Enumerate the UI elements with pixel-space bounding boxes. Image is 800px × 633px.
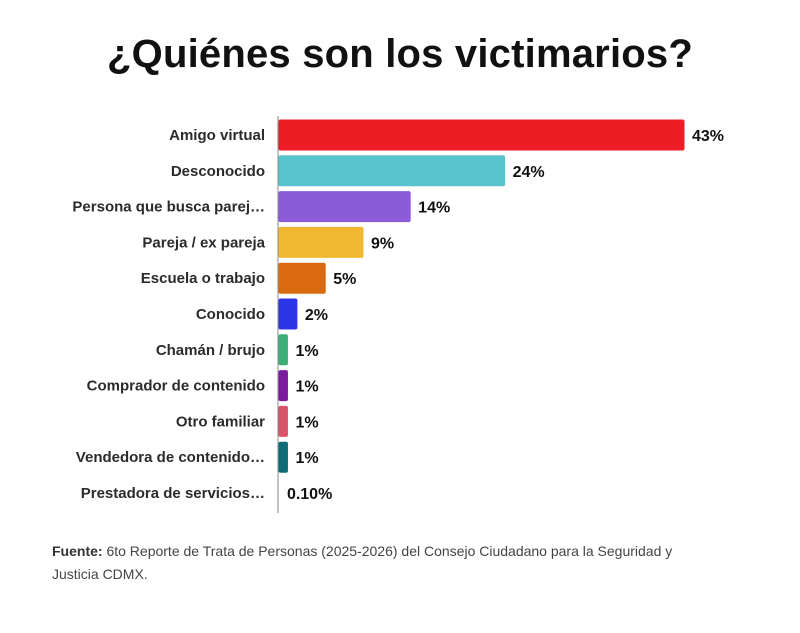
bar-vendedora-de-contenido [278,441,288,473]
category-label-amigo-virtual: Amigo virtual [169,127,265,144]
bar-persona-que-busca-parej [278,191,411,223]
bar-escuela-o-trabajo [278,262,326,294]
category-label-prestadora-de-servicios: Prestadora de servicios… [81,485,265,502]
value-label-conocido: 2% [305,307,328,324]
bar-conocido [278,298,298,330]
value-label-comprador-de-contenido: 1% [295,379,318,396]
source-note: Fuente: 6to Reporte de Trata de Personas… [52,540,712,586]
category-label-escuela-o-trabajo: Escuela o trabajo [141,270,265,287]
category-label-pareja-ex-pareja: Pareja / ex pareja [142,234,265,251]
chart-title: ¿Quiénes son los victimarios? [107,32,693,76]
category-label-otro-familiar: Otro familiar [176,413,265,430]
bar-pareja-ex-pareja [278,226,364,258]
value-label-pareja-ex-pareja: 9% [371,235,394,252]
value-label-desconocido: 24% [513,164,545,181]
category-label-persona-que-busca-parej: Persona que busca parej… [72,199,265,216]
value-label-otro-familiar: 1% [295,414,318,431]
bar-amigo-virtual [278,119,685,151]
source-label: Fuente: [52,543,103,559]
bar-desconocido [278,155,506,187]
value-label-escuela-o-trabajo: 5% [333,271,356,288]
bar-chaman-brujo [278,334,288,366]
source-text: 6to Reporte de Trata de Personas (2025-2… [52,543,673,582]
category-label-conocido: Conocido [196,306,265,323]
value-label-vendedora-de-contenido: 1% [295,450,318,467]
bar-comprador-de-contenido [278,370,288,402]
value-label-persona-que-busca-parej: 14% [418,200,450,217]
value-label-chaman-brujo: 1% [295,343,318,360]
category-label-chaman-brujo: Chamán / brujo [156,342,265,359]
category-label-vendedora-de-contenido: Vendedora de contenido… [76,449,265,466]
value-label-amigo-virtual: 43% [692,128,724,145]
value-label-prestadora-de-servicios: 0.10% [287,486,332,503]
bar-otro-familiar [278,405,288,437]
category-label-desconocido: Desconocido [171,163,265,180]
category-label-comprador-de-contenido: Comprador de contenido [87,378,265,395]
